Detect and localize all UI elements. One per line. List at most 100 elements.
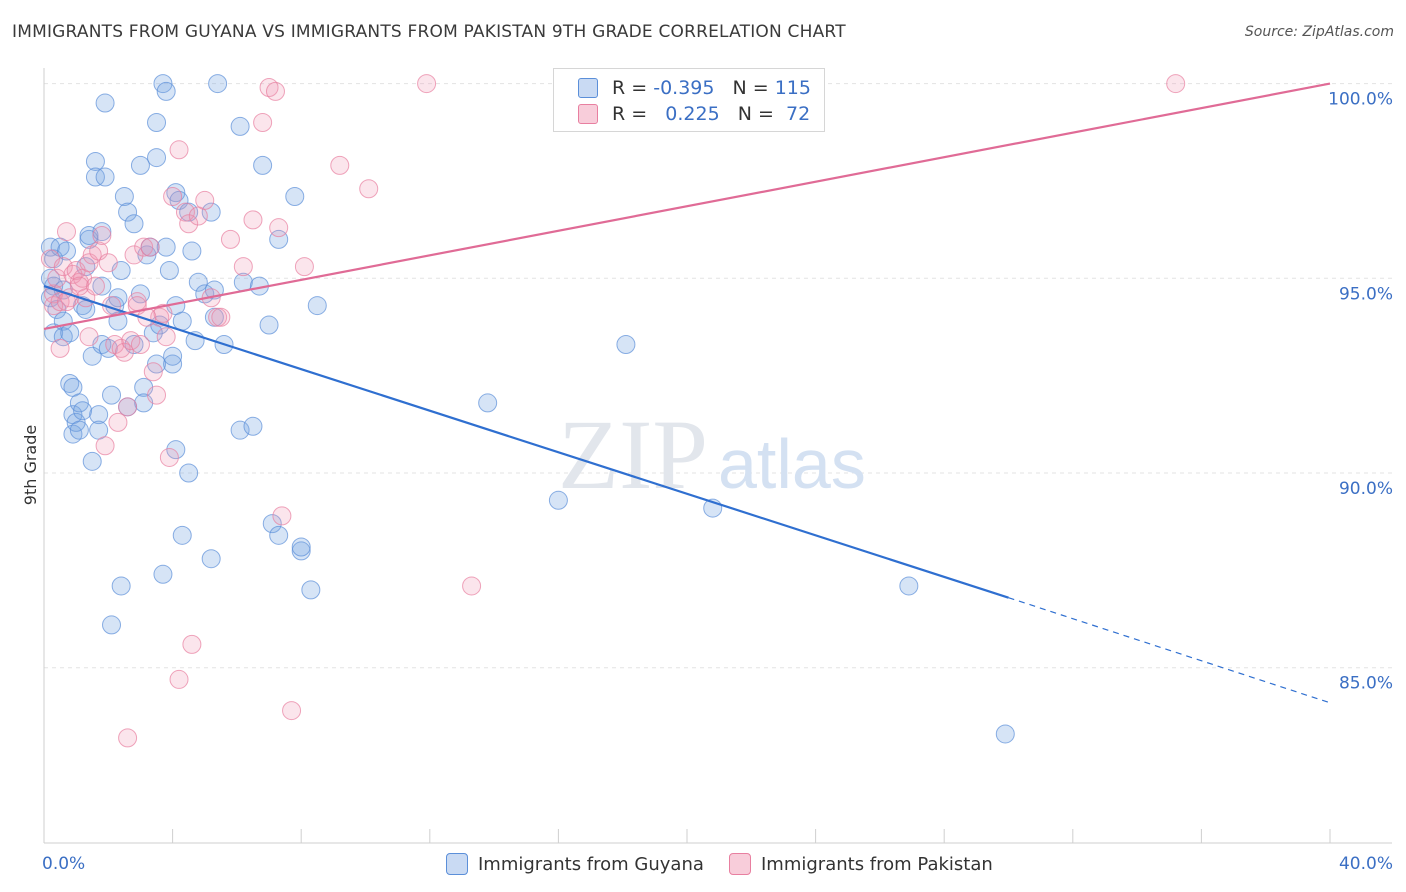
data-point-pakistan <box>269 218 289 238</box>
data-point-pakistan <box>272 506 292 526</box>
data-point-pakistan <box>124 245 144 265</box>
x-tick-label: 40.0% <box>1339 854 1393 874</box>
data-point-guyana <box>60 373 80 393</box>
data-point-guyana <box>208 74 228 94</box>
data-point-pakistan <box>53 257 73 277</box>
data-point-guyana <box>307 296 327 316</box>
legend-n-value-pakistan: 72 <box>785 103 811 125</box>
data-point-guyana <box>548 490 568 510</box>
data-point-guyana <box>166 183 186 203</box>
data-point-guyana <box>69 393 89 413</box>
data-point-guyana <box>147 113 167 133</box>
data-point-guyana <box>147 148 167 168</box>
data-point-guyana <box>201 202 221 222</box>
data-point-pakistan <box>95 436 115 456</box>
data-point-pakistan <box>114 342 134 362</box>
data-point-guyana <box>230 420 250 440</box>
data-point-guyana <box>102 385 122 405</box>
data-point-pakistan <box>63 264 83 284</box>
correlation-legend: R = -0.395 N = 115 R = 0.225 N = 72 <box>553 68 825 132</box>
data-point-guyana <box>85 167 105 187</box>
y-axis-label: 9th Grade <box>21 425 40 505</box>
trend-layer <box>43 82 1331 704</box>
data-point-guyana <box>156 237 176 257</box>
data-point-pakistan <box>175 202 195 222</box>
data-point-pakistan <box>462 576 482 596</box>
data-point-guyana <box>57 241 77 261</box>
data-point-pakistan <box>243 210 263 230</box>
data-point-pakistan <box>153 303 173 323</box>
data-point-guyana <box>60 323 80 343</box>
legend-r-value-guyana: -0.395 <box>653 77 715 99</box>
legend-row-pakistan: R = 0.225 N = 72 <box>578 102 810 126</box>
data-point-pakistan <box>169 669 189 689</box>
data-point-guyana <box>259 315 279 335</box>
data-point-guyana <box>130 284 150 304</box>
y-tick-label: 90.0% <box>1339 479 1393 499</box>
data-point-guyana <box>82 451 102 471</box>
data-point-guyana <box>230 116 250 136</box>
data-point-pakistan <box>147 385 167 405</box>
grid-layer <box>44 83 1392 669</box>
bottom-legend-swatch-pakistan <box>729 853 751 875</box>
legend-r-value-pakistan: 0.225 <box>665 103 720 125</box>
data-point-pakistan <box>118 728 138 748</box>
data-point-guyana <box>291 541 311 561</box>
data-point-pakistan <box>156 327 176 347</box>
data-point-pakistan <box>79 327 99 347</box>
data-point-guyana <box>616 335 636 355</box>
data-point-guyana <box>73 401 93 421</box>
data-point-guyana <box>153 564 173 584</box>
x-tick-label: 0.0% <box>42 854 85 874</box>
data-point-pakistan <box>417 74 437 94</box>
data-point-guyana <box>182 241 202 261</box>
data-point-guyana <box>156 81 176 101</box>
data-point-pakistan <box>359 179 379 199</box>
axis-layer: 85.0% 90.0% 95.0% 100.0% 0.0% 40.0% <box>42 68 1393 874</box>
data-point-guyana <box>92 276 112 296</box>
trendline-guyana <box>43 285 1009 599</box>
data-point-guyana <box>85 151 105 171</box>
data-point-pakistan <box>294 257 314 277</box>
data-point-guyana <box>301 580 321 600</box>
data-point-guyana <box>118 202 138 222</box>
data-point-guyana <box>108 288 128 308</box>
data-point-guyana <box>130 155 150 175</box>
data-point-pakistan <box>50 338 70 358</box>
data-point-guyana <box>291 537 311 557</box>
data-point-guyana <box>69 420 89 440</box>
data-point-pakistan <box>50 292 70 312</box>
data-point-pakistan <box>253 113 273 133</box>
bottom-legend-pakistan: Immigrants from Pakistan <box>729 852 993 876</box>
legend-r-label: R = <box>612 77 648 99</box>
data-point-guyana <box>201 549 221 569</box>
data-point-pakistan <box>118 397 138 417</box>
y-tick-label: 100.0% <box>1328 90 1393 110</box>
legend-n-value-guyana: 115 <box>774 77 811 99</box>
data-point-guyana <box>253 155 273 175</box>
bottom-legend-label-guyana: Immigrants from Guyana <box>478 853 704 875</box>
data-point-guyana <box>269 525 289 545</box>
data-point-pakistan <box>92 225 112 245</box>
data-point-guyana <box>899 576 919 596</box>
data-point-guyana <box>995 724 1015 744</box>
legend-swatch-guyana <box>578 78 598 98</box>
data-point-pakistan <box>143 362 163 382</box>
points-layer <box>40 74 1186 748</box>
data-point-pakistan <box>57 222 77 242</box>
data-point-pakistan <box>108 412 128 432</box>
data-point-guyana <box>166 440 186 460</box>
legend-n-label: N = <box>737 103 774 125</box>
data-point-guyana <box>47 299 67 319</box>
bottom-legend-guyana: Immigrants from Guyana <box>446 852 704 876</box>
y-tick-label: 85.0% <box>1339 674 1393 694</box>
watermark: ZIP atlas <box>558 399 866 510</box>
bottom-legend-label-pakistan: Immigrants from Pakistan <box>761 853 993 875</box>
trendline-pakistan <box>43 82 1331 331</box>
data-point-guyana <box>92 222 112 242</box>
legend-r-label: R = <box>612 103 648 125</box>
data-point-guyana <box>40 237 60 257</box>
data-point-pakistan <box>220 229 240 249</box>
legend-row-guyana: R = -0.395 N = 115 <box>578 76 811 100</box>
data-point-pakistan <box>182 634 202 654</box>
